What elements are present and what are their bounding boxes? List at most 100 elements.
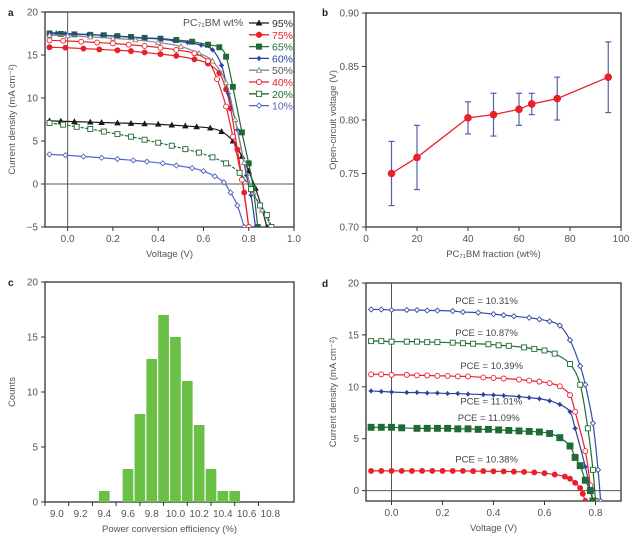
panel-letter: b — [322, 8, 328, 19]
data-point-triangle — [177, 42, 185, 49]
data-point-square — [46, 119, 53, 126]
histogram-bar — [98, 491, 110, 502]
data-point-square — [378, 338, 385, 345]
data-point-circle — [80, 45, 87, 52]
series-75- — [46, 44, 252, 227]
data-point-circle — [429, 467, 436, 474]
data-point-triangle — [255, 19, 263, 26]
y-tick-label: 20 — [27, 8, 39, 19]
data-point-square — [195, 149, 202, 156]
data-point-square — [368, 338, 375, 345]
plot-frame — [44, 281, 295, 503]
data-point-square — [255, 90, 263, 97]
x-tick-label: 9.0 — [50, 509, 64, 520]
data-point-diamond — [80, 153, 87, 160]
data-point-circle — [46, 37, 53, 44]
data-point-circle — [567, 475, 573, 482]
data-point-triangle — [222, 79, 230, 85]
histogram-bar — [170, 337, 181, 502]
data-point-circle — [368, 467, 375, 474]
data-point-star — [252, 224, 259, 227]
data-point-diamond — [388, 306, 395, 314]
data-point-circle — [388, 467, 395, 474]
data-point-triangle — [46, 31, 53, 38]
data-point-diamond — [582, 381, 589, 388]
data-point-square — [414, 338, 420, 345]
data-point-circle — [424, 372, 431, 379]
data-point-circle — [556, 383, 563, 390]
data-point-diamond — [577, 362, 584, 370]
series-pce-11-01- — [368, 388, 596, 501]
y-axis-title: Current density (mA cm⁻²) — [7, 64, 18, 175]
x-tick-label: 9.4 — [97, 509, 111, 520]
series-line — [49, 153, 245, 227]
x-tick-label: 0.2 — [436, 508, 450, 519]
voc-data-point — [527, 100, 536, 108]
y-axis-title: Counts — [7, 377, 18, 407]
data-point-square — [470, 340, 477, 347]
data-point-square — [535, 428, 543, 436]
x-tick-label: 10.0 — [166, 509, 186, 520]
data-point-circle — [577, 485, 584, 491]
data-point-circle — [114, 47, 121, 54]
data-point-circle — [173, 52, 180, 59]
data-point-square — [459, 340, 466, 347]
y-tick-label: 0.80 — [340, 116, 360, 127]
data-point-diamond — [526, 314, 533, 321]
histogram-bar — [193, 425, 205, 502]
data-point-circle — [96, 46, 103, 53]
series-pce-10-87- — [368, 338, 599, 501]
x-tick-label: 80 — [564, 234, 576, 245]
data-point-square — [581, 476, 589, 484]
y-tick-label: 10 — [348, 382, 360, 393]
y-tick-label: 20 — [27, 278, 39, 289]
plot-area — [367, 306, 604, 501]
data-point-diamond — [188, 164, 196, 172]
data-point-star — [490, 392, 497, 399]
data-point-star — [582, 463, 589, 470]
data-point-circle — [439, 467, 446, 474]
data-point-circle — [141, 49, 148, 56]
data-point-star — [171, 37, 177, 44]
data-point-diamond — [589, 420, 597, 427]
data-point-square — [424, 339, 431, 346]
x-tick-label: 1.0 — [287, 234, 301, 245]
data-point-diamond — [367, 306, 375, 313]
data-point-circle — [561, 473, 568, 480]
series-line — [49, 34, 272, 227]
data-point-circle — [526, 377, 533, 384]
data-point-circle — [157, 51, 164, 58]
data-point-circle — [60, 37, 67, 44]
data-point-triangle — [127, 119, 135, 126]
data-point-circle — [245, 224, 252, 227]
data-point-square — [223, 53, 230, 60]
data-point-triangle — [114, 119, 121, 126]
data-point-square — [377, 423, 385, 431]
plot-area — [46, 29, 275, 227]
pce-label: PCE = 10.31% — [455, 296, 518, 307]
histogram-bar — [134, 414, 146, 502]
x-tick-label: 0.4 — [151, 234, 165, 245]
data-point-circle — [398, 467, 405, 474]
data-point-diamond — [449, 307, 456, 315]
data-point-circle — [378, 371, 385, 378]
x-tick-label: 0.0 — [385, 508, 399, 519]
data-point-circle — [572, 479, 579, 486]
data-point-square — [100, 128, 107, 135]
data-point-diamond — [255, 102, 263, 109]
data-point-circle — [531, 469, 538, 476]
data-point-square — [388, 423, 395, 431]
y-tick-label: 5 — [32, 443, 38, 454]
data-point-circle — [229, 133, 236, 140]
data-point-square — [586, 487, 594, 495]
data-point-circle — [173, 46, 180, 53]
data-point-circle — [46, 44, 53, 51]
data-point-diamond — [173, 162, 180, 169]
data-point-circle — [403, 371, 410, 378]
y-tick-label: −5 — [27, 223, 39, 234]
data-point-square — [229, 83, 236, 90]
data-point-triangle — [154, 120, 162, 127]
x-tick-label: 0.8 — [589, 508, 603, 519]
data-point-diamond — [159, 160, 166, 167]
y-tick-label: 5 — [32, 137, 38, 148]
